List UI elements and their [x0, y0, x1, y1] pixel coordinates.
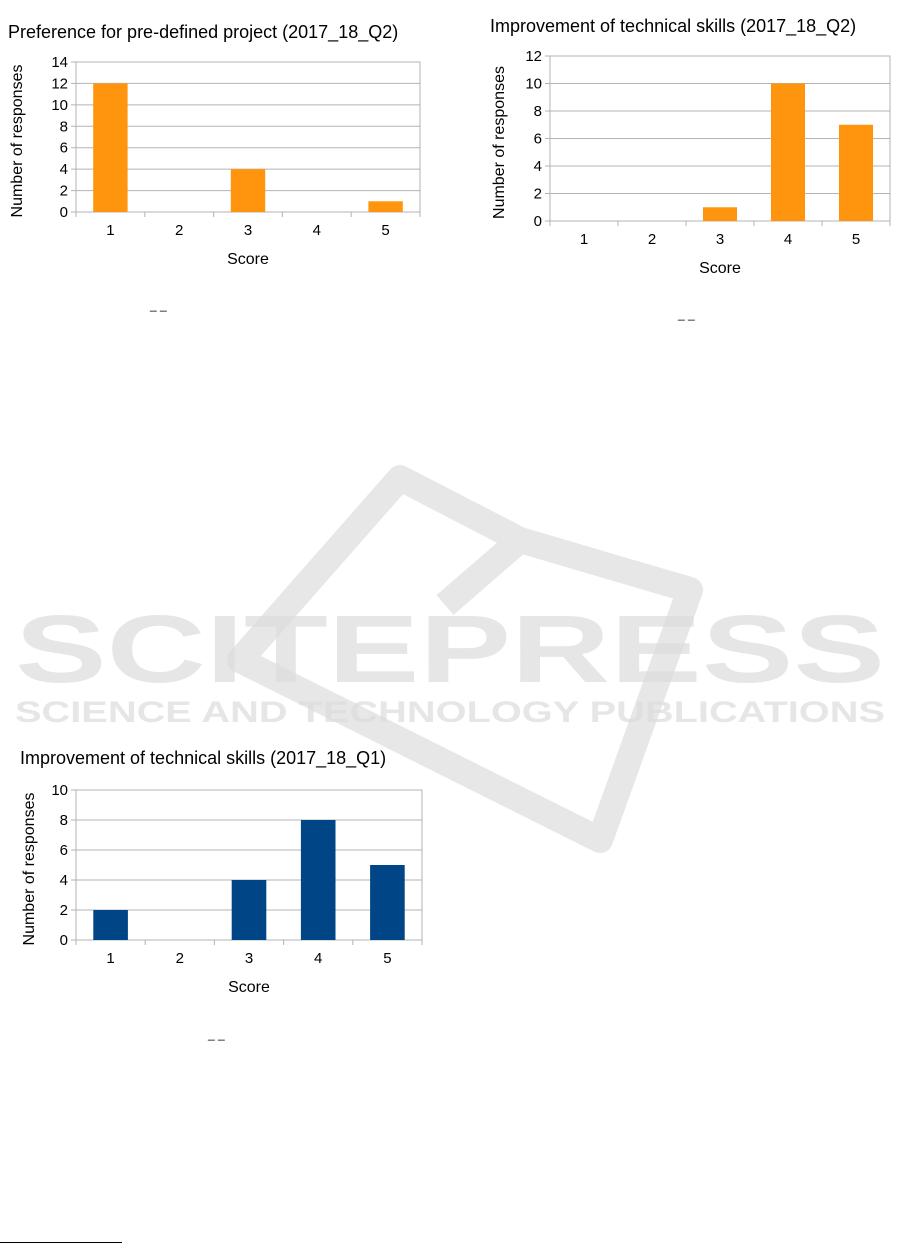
y-tick-label: 0 [534, 213, 542, 230]
bar-5 [839, 124, 873, 221]
bar-4 [300, 820, 336, 940]
y-tick-label: 8 [60, 118, 68, 135]
x-tick-label: 1 [580, 231, 588, 248]
x-tick-label: 4 [314, 950, 322, 967]
y-tick-label: 10 [51, 97, 68, 114]
bar-5 [370, 865, 405, 940]
x-tick-label: 1 [106, 222, 114, 239]
x-tick-label: 2 [175, 222, 183, 239]
bar-5 [368, 201, 403, 212]
chart-preference-predefined-project: Preference for pre-defined project (2017… [8, 22, 428, 272]
y-tick-label: 8 [534, 103, 542, 120]
chart-title: Improvement of technical skills (2017_18… [20, 748, 387, 768]
x-tick-label: 2 [176, 950, 184, 967]
separator-marks: _ _ [150, 298, 167, 312]
watermark-tagline: SCIENCE AND TECHNOLOGY PUBLICATIONS [15, 696, 885, 729]
y-tick-label: 10 [51, 782, 68, 799]
watermark-brand: SCITEPRESS [15, 596, 885, 703]
y-tick-label: 14 [51, 54, 68, 71]
y-tick-label: 6 [60, 140, 68, 157]
x-tick-label: 3 [245, 950, 253, 967]
x-tick-label: 1 [106, 950, 114, 967]
y-tick-label: 4 [60, 872, 68, 889]
y-tick-label: 0 [60, 932, 68, 949]
y-tick-label: 4 [60, 161, 68, 178]
x-axis-title: Score [699, 260, 741, 277]
y-tick-label: 2 [534, 186, 542, 203]
separator-marks: _ _ [208, 1027, 225, 1041]
x-tick-label: 4 [784, 231, 792, 248]
bar-3 [230, 169, 266, 212]
footnote-rule [0, 1242, 122, 1243]
y-tick-label: 4 [534, 158, 542, 175]
y-tick-label: 10 [525, 76, 542, 93]
separator-marks: _ _ [678, 307, 695, 321]
y-tick-label: 6 [534, 131, 542, 148]
y-tick-label: 2 [60, 183, 68, 200]
x-tick-label: 3 [716, 231, 724, 248]
y-axis-title: Number of responses [21, 793, 38, 946]
chart-title: Improvement of technical skills (2017_18… [490, 16, 857, 36]
bar-3 [703, 207, 737, 221]
x-axis-title: Score [228, 979, 270, 996]
x-tick-label: 5 [381, 222, 389, 239]
x-tick-label: 3 [244, 222, 252, 239]
x-tick-label: 2 [648, 231, 656, 248]
bar-4 [771, 83, 805, 221]
y-tick-label: 12 [51, 75, 68, 92]
y-tick-label: 8 [60, 812, 68, 829]
x-tick-label: 5 [852, 231, 860, 248]
y-tick-label: 12 [525, 48, 542, 65]
y-tick-label: 2 [60, 902, 68, 919]
x-axis-title: Score [227, 251, 269, 268]
bar-3 [231, 880, 267, 940]
bar-1 [93, 83, 128, 212]
x-tick-label: 4 [313, 222, 321, 239]
y-tick-label: 0 [60, 204, 68, 221]
y-axis-title: Number of responses [491, 66, 508, 219]
chart-title: Preference for pre-defined project (2017… [8, 22, 399, 42]
chart-technical-skills-q1: Improvement of technical skills (2017_18… [20, 748, 430, 998]
y-axis-title: Number of responses [9, 65, 26, 218]
bar-1 [93, 910, 128, 940]
y-tick-label: 6 [60, 842, 68, 859]
x-tick-label: 5 [383, 950, 391, 967]
chart-technical-skills-q2: Improvement of technical skills (2017_18… [490, 16, 891, 278]
watermark-logo-icon [227, 465, 703, 853]
